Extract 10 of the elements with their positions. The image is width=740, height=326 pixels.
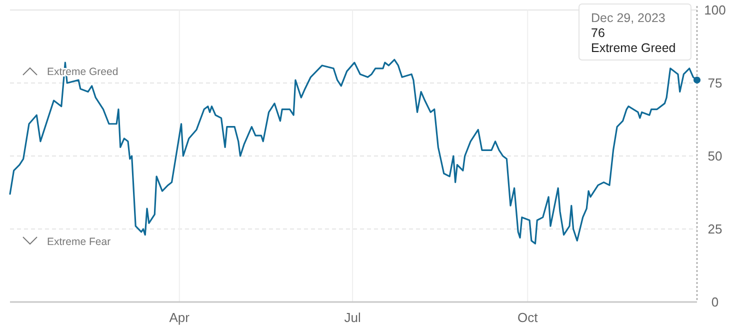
annotation: Extreme Fear — [47, 236, 112, 248]
y-tick-label: 75 — [708, 76, 722, 90]
y-tick-label: 25 — [708, 222, 722, 236]
x-tick-label: Apr — [169, 310, 190, 325]
y-tick-label: 50 — [708, 148, 722, 164]
y-tick-label: 100 — [704, 2, 726, 18]
annotation: Dec 29, 2023 76 Extreme Greed — [591, 11, 676, 55]
x-tick-label: Oct — [518, 310, 538, 325]
y-tick-label: 0 — [711, 294, 719, 310]
x-tick-label: Jul — [344, 310, 361, 325]
